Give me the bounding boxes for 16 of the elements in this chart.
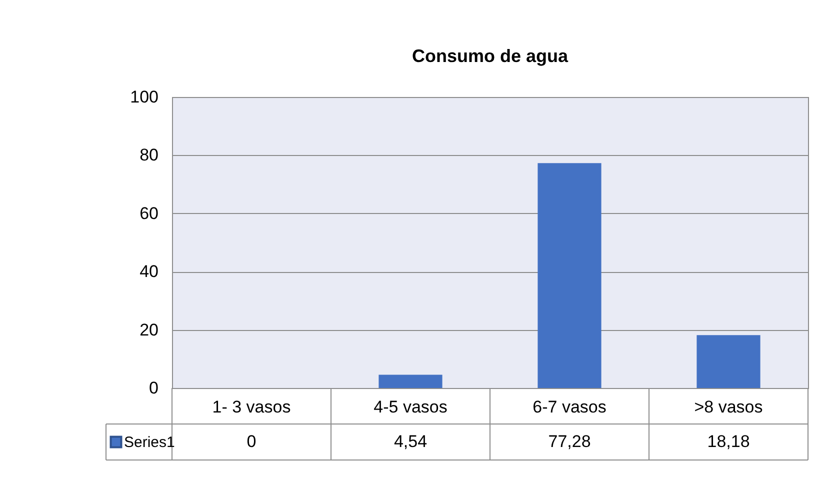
x-tick-label: >8 vasos [694,398,763,416]
chart-title: Consumo de agua [412,46,569,66]
legend-label: Series1 [124,434,175,451]
y-tick-label: 60 [140,204,158,223]
y-tick-label: 20 [140,320,158,340]
x-tick-label: 4-5 vasos [374,398,448,416]
x-tick-label: 6-7 vasos [532,398,606,416]
data-label: 0 [246,432,256,451]
x-tick-label: 1- 3 vasos [212,398,291,416]
y-tick-label: 0 [149,378,158,398]
y-tick-label: 40 [140,262,158,282]
data-label: 77,28 [548,432,591,451]
y-tick-label: 80 [140,146,158,165]
y-tick-label: 100 [130,88,158,106]
data-label: 18,18 [707,432,750,451]
data-label: 4,54 [394,432,428,451]
